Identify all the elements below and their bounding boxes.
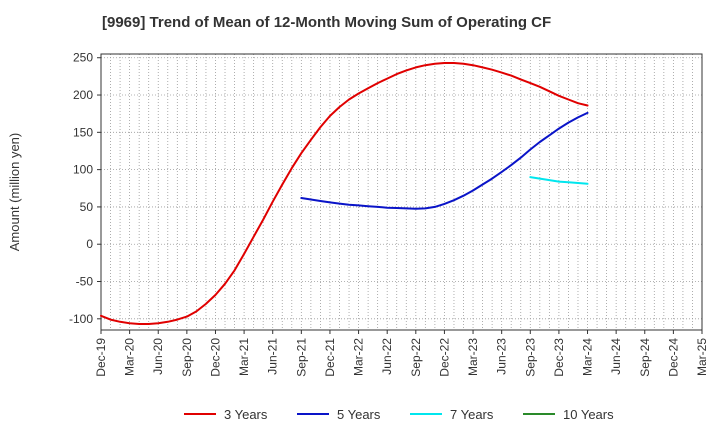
x-tick-label: Dec-20: [208, 338, 222, 377]
legend: 3 Years 5 Years 7 Years 10 Years: [184, 407, 614, 422]
series-line-1: [100, 62, 589, 325]
chart-title: [9969] Trend of Mean of 12-Month Moving …: [102, 14, 552, 31]
y-tick-label: 250: [73, 51, 93, 65]
x-tick-label: Sep-23: [523, 338, 537, 377]
y-tick-label: -100: [69, 312, 93, 326]
x-tick-label: Dec-24: [666, 338, 680, 377]
x-tick-label: Dec-22: [437, 338, 451, 377]
x-tick-label: Sep-24: [638, 338, 652, 377]
x-tick-label: Mar-25: [695, 338, 709, 376]
x-tick-label: Mar-23: [466, 338, 480, 376]
x-tick-label: Jun-20: [151, 338, 165, 375]
x-tick-label: Dec-21: [323, 338, 337, 377]
y-tick-label: 100: [73, 163, 93, 177]
x-tick-label: Jun-22: [380, 338, 394, 375]
plot-border: [100, 53, 703, 331]
x-tick-label: Dec-23: [552, 338, 566, 377]
x-axis-ticks: Dec-19 Mar-20 Jun-20 Sep-20 Dec-20 Mar-21 Jun-…: [94, 330, 709, 377]
series-line-3: [529, 176, 589, 185]
x-tick-label: Mar-20: [123, 338, 137, 376]
grid: [101, 54, 702, 330]
x-tick-label: Mar-22: [352, 338, 366, 376]
x-tick-label: Mar-21: [237, 338, 251, 376]
x-tick-label: Mar-24: [581, 338, 595, 376]
x-tick-label: Sep-22: [409, 338, 423, 377]
y-tick-label: 150: [73, 125, 93, 139]
x-tick-label: Jun-23: [495, 338, 509, 375]
series-line-2: [300, 111, 589, 210]
plot-background: [101, 54, 702, 330]
y-tick-label: 200: [73, 88, 93, 102]
y-tick-label: 0: [86, 237, 93, 251]
legend-label: 5 Years: [337, 407, 381, 422]
legend-label: 7 Years: [450, 407, 494, 422]
x-tick-label: Dec-19: [94, 338, 108, 377]
legend-label: 3 Years: [224, 407, 268, 422]
series-lines: [100, 62, 589, 325]
y-tick-label: 50: [80, 200, 94, 214]
legend-label: 10 Years: [563, 407, 614, 422]
x-tick-label: Sep-21: [294, 338, 308, 377]
x-tick-label: Jun-21: [266, 338, 280, 375]
y-tick-label: -50: [76, 275, 94, 289]
y-axis-label: Amount (million yen): [7, 133, 22, 252]
x-tick-label: Sep-20: [180, 338, 194, 377]
y-axis-ticks: 250 200 150 100 50 0 -50 -100: [69, 51, 101, 326]
x-tick-label: Jun-24: [609, 338, 623, 375]
